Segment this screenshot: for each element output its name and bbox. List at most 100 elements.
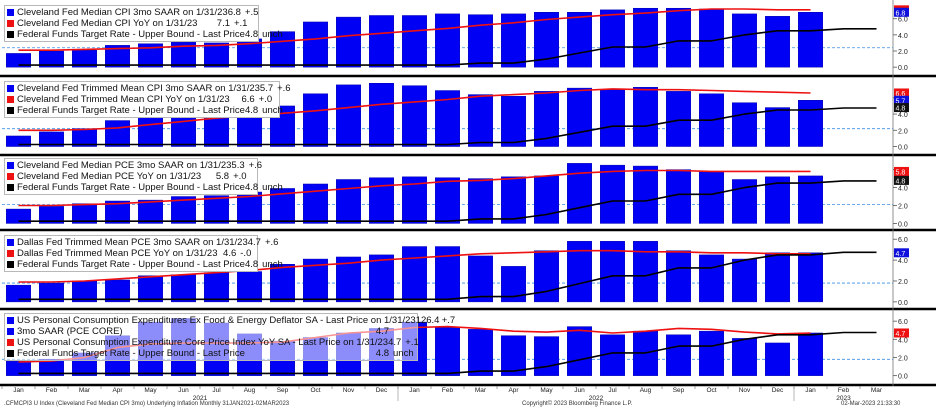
legend-change: +.6 <box>248 160 263 171</box>
legend-label: Dallas Fed Trimmed Mean PCE YoY on 1/31/… <box>17 248 218 259</box>
fed-funds-line <box>18 251 877 301</box>
legend-swatch <box>7 85 14 92</box>
bar <box>633 87 658 147</box>
legend-label: Federal Funds Target Rate - Upper Bound … <box>17 105 245 116</box>
bar <box>6 360 31 376</box>
legend-value: 4.8 <box>244 259 259 270</box>
bar <box>303 21 328 68</box>
x-tick-label: Oct <box>310 387 320 394</box>
legend-swatch <box>7 350 14 357</box>
legend-change: unch <box>262 259 283 270</box>
bar <box>171 274 196 303</box>
bar <box>732 102 757 147</box>
legend-label: Federal Funds Target Rate - Upper Bound … <box>17 259 245 270</box>
x-tick-label: Sep <box>673 387 685 394</box>
bar <box>336 179 361 224</box>
x-tick-label: Jan <box>409 387 420 394</box>
bar <box>798 12 823 68</box>
x-tick-label: Mar <box>475 387 487 394</box>
bar <box>402 246 427 303</box>
value-tag <box>894 248 909 258</box>
bar <box>468 255 493 303</box>
bar <box>666 250 691 303</box>
legend-entry: Cleveland Fed Trimmed Mean CPI YoY on 1/… <box>7 94 277 105</box>
footer-copyright: Copyright© 2023 Bloomberg Finance L.P. <box>522 401 633 407</box>
bar <box>534 336 559 376</box>
bar <box>633 7 658 68</box>
x-tick-label: Nov <box>739 387 751 394</box>
legend-entry: Cleveland Fed Median CPI 3mo SAAR on 1/3… <box>7 7 259 18</box>
legend-change: +.5 <box>244 7 259 18</box>
legend-entry: Federal Funds Target Rate - Upper Bound … <box>7 348 415 359</box>
value-tag <box>894 7 909 17</box>
legend-change: +.0 <box>233 171 247 182</box>
bar <box>732 338 757 376</box>
bar <box>39 282 64 303</box>
legend-change: unch <box>262 105 283 116</box>
x-tick-label: Feb <box>46 387 58 394</box>
legend-label: Cleveland Fed Trimmed Mean CPI YoY on 1/… <box>17 94 230 105</box>
bar <box>336 16 361 68</box>
bar <box>699 8 724 68</box>
bar <box>435 13 460 68</box>
bar <box>534 250 559 303</box>
bar <box>336 84 361 147</box>
y-tick-label: 4.0 <box>898 112 908 119</box>
bar <box>666 7 691 68</box>
value-tag <box>894 103 909 113</box>
bar <box>39 50 64 68</box>
legend-label: Cleveland Fed Median CPI YoY on 1/31/23 <box>17 18 198 29</box>
legend-swatch <box>7 328 14 335</box>
value-tag <box>894 88 909 98</box>
y-tick-label: 0.0 <box>898 300 908 307</box>
x-tick-label: Aug <box>244 387 256 394</box>
legend-swatch <box>7 96 14 103</box>
x-year-label: 2023 <box>836 395 851 402</box>
x-axis: Jan Feb Mar Apr May Jun Jul Aug Sep Oct Nov Dec Jan F… <box>1 386 883 402</box>
legend-value: 126.4 <box>415 315 440 326</box>
legend-swatch <box>7 250 14 257</box>
bar <box>72 49 97 68</box>
y-tick-label: 0.0 <box>898 221 908 228</box>
bar <box>567 87 592 147</box>
legend-entry: Federal Funds Target Rate - Upper Bound … <box>7 259 283 270</box>
fed-funds-line <box>18 28 877 66</box>
bar <box>105 45 130 68</box>
value-tag-label: 4.7 <box>896 251 906 258</box>
legend-box: Dallas Fed Trimmed Mean PCE 3mo SAAR on … <box>4 235 283 272</box>
legend-change: +.0 <box>258 94 273 105</box>
yoy-line <box>18 169 811 207</box>
x-tick-label: May <box>144 387 157 394</box>
y-tick-label: 0.0 <box>898 374 908 381</box>
x-tick-label: Mar <box>79 387 91 394</box>
legend-swatch <box>7 20 14 27</box>
bar <box>600 9 625 68</box>
yoy-line <box>18 88 811 132</box>
y-tick-label: 0.0 <box>898 65 908 72</box>
legend-change: +.7 <box>441 315 456 326</box>
y-tick-label: 6.0 <box>898 237 908 244</box>
bar <box>732 13 757 68</box>
legend-label: Federal Funds Target Rate - Upper Bound … <box>17 182 245 193</box>
legend-entry: Dallas Fed Trimmed Mean PCE 3mo SAAR on … <box>7 237 278 248</box>
legend-swatch <box>7 162 14 169</box>
x-tick-label: Dec <box>376 387 388 394</box>
x-tick-label: Mar <box>871 387 883 394</box>
y-tick-label: 4.0 <box>898 337 908 344</box>
legend-change: unch <box>262 29 283 40</box>
legend-box: Cleveland Fed Trimmed Mean CPI 3mo SAAR … <box>4 81 291 118</box>
bar <box>39 131 64 147</box>
legend-swatch <box>7 261 14 268</box>
bar <box>6 284 31 303</box>
legend-label: Cleveland Fed Trimmed Mean CPI 3mo SAAR … <box>17 83 260 94</box>
legend-entry: Cleveland Fed Median PCE 3mo SAAR on 1/3… <box>7 160 262 171</box>
legend-label: US Personal Consumption Expenditure Core… <box>17 337 389 348</box>
value-tag-label: 5.7 <box>896 98 906 105</box>
x-year-label: 2021 <box>193 395 208 402</box>
legend-entry: Dallas Fed Trimmed Mean PCE YoY on 1/31/… <box>7 248 255 259</box>
legend-entry: Federal Funds Target Rate - Upper Bound … <box>7 29 283 40</box>
legend-entry: Cleveland Fed Median CPI YoY on 1/31/23 7… <box>7 18 256 29</box>
yoy-line <box>18 249 811 283</box>
legend-value: 4.8 <box>244 105 259 116</box>
y-tick-label: 4.0 <box>898 258 908 265</box>
